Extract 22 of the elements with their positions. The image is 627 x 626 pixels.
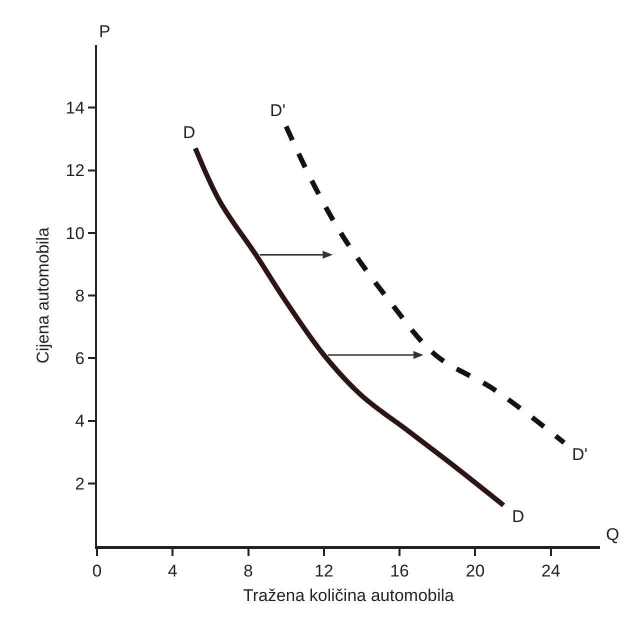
x-tick-label: 0 (92, 561, 102, 580)
text: D' (572, 445, 588, 464)
x-tick-label: 8 (244, 561, 254, 580)
y-tick-label: 14 (66, 98, 85, 118)
y-tick-label: 10 (66, 224, 85, 243)
x-tick-label: 16 (390, 561, 410, 580)
text: D (512, 507, 524, 526)
text: Q (606, 525, 620, 544)
y-tick-label: 2 (75, 474, 85, 494)
y-axis-title: Cijena automobila (34, 226, 53, 364)
y-tick-label: 6 (75, 349, 85, 368)
x-tick-label: 4 (168, 561, 178, 580)
y-tick-label: 12 (66, 161, 85, 180)
series-label: D (183, 123, 196, 142)
y-tick-label: 8 (75, 286, 85, 306)
x-tick-label: 24 (541, 561, 560, 580)
text: P (99, 22, 110, 41)
x-tick-label: 20 (466, 561, 485, 580)
series-label: D' (270, 101, 286, 120)
x-axis-title: Tražena količina automobila (242, 586, 455, 605)
x-tick-label: 12 (314, 561, 334, 580)
y-tick-label: 4 (75, 412, 85, 431)
